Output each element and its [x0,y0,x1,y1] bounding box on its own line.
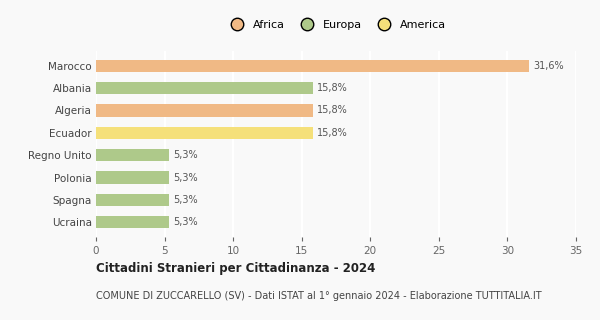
Bar [96,149,169,161]
Legend: Africa, Europa, America: Africa, Europa, America [222,16,450,35]
Bar [96,216,169,228]
Bar [96,82,313,94]
Bar [96,194,169,206]
Text: 15,8%: 15,8% [317,106,347,116]
Text: 15,8%: 15,8% [317,128,347,138]
Bar [96,60,529,72]
Text: 5,3%: 5,3% [173,217,197,227]
Text: 5,3%: 5,3% [173,195,197,205]
Text: 15,8%: 15,8% [317,83,347,93]
Bar [96,104,313,116]
Bar [96,172,169,184]
Text: Cittadini Stranieri per Cittadinanza - 2024: Cittadini Stranieri per Cittadinanza - 2… [96,262,376,276]
Bar [96,127,313,139]
Text: 31,6%: 31,6% [533,61,564,71]
Text: COMUNE DI ZUCCARELLO (SV) - Dati ISTAT al 1° gennaio 2024 - Elaborazione TUTTITA: COMUNE DI ZUCCARELLO (SV) - Dati ISTAT a… [96,291,542,301]
Text: 5,3%: 5,3% [173,150,197,160]
Text: 5,3%: 5,3% [173,172,197,182]
